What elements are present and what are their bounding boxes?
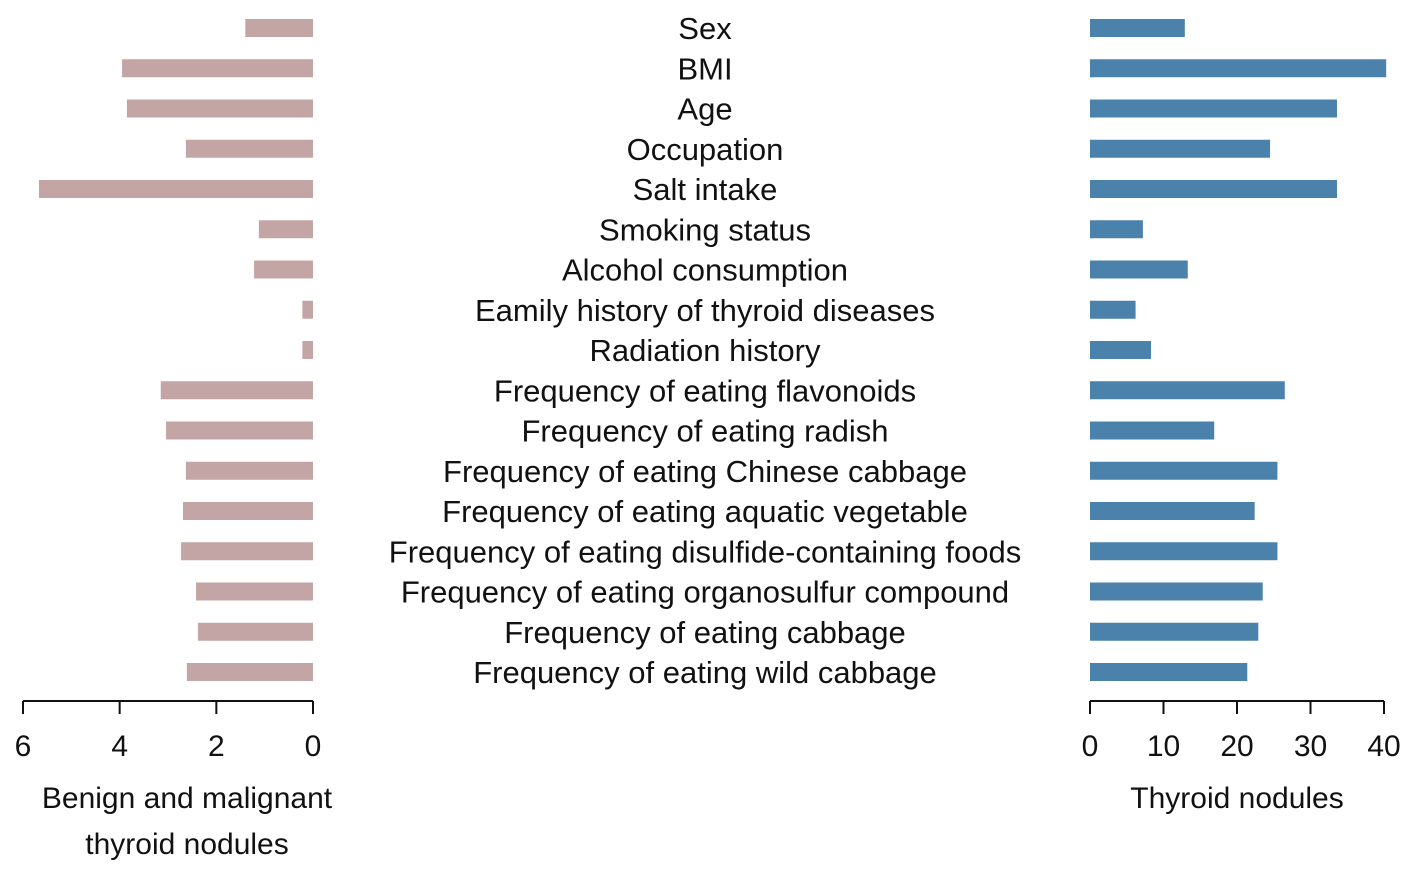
category-label-age: Age	[677, 92, 732, 127]
category-label-frequency-of-eating-radish: Frequency of eating radish	[521, 414, 888, 449]
benign-malignant-tick-label-2: 2	[208, 730, 225, 763]
category-label-frequency-of-eating-flavonoids: Frequency of eating flavonoids	[494, 373, 916, 408]
thyroid-nodules-bar-frequency-of-eating-radish	[1090, 421, 1215, 440]
thyroid-nodules-bar-age	[1090, 99, 1337, 118]
thyroid-nodules-bar-salt-intake	[1090, 180, 1337, 198]
benign-malignant-panel: 6 4 2 0 Benign and malignant thyroid nodules	[15, 19, 333, 861]
thyroid-nodules-tick-label-10: 10	[1147, 730, 1180, 763]
benign-malignant-bar-smoking-status	[258, 220, 313, 239]
benign-malignant-bar-frequency-of-eating-flavonoids	[160, 381, 313, 400]
category-labels: Sex BMI Age Occupation Salt intake Smoking st…	[389, 11, 1021, 690]
benign-malignant-bar-bmi	[122, 59, 313, 78]
benign-malignant-tick-label-0: 0	[305, 730, 322, 763]
thyroid-nodules-bar-frequency-of-eating-chinese-cabbage	[1090, 461, 1278, 480]
category-label-frequency-of-eating-chinese-cabbage: Frequency of eating Chinese cabbage	[443, 454, 967, 489]
thyroid-nodules-bar-smoking-status	[1090, 220, 1143, 239]
thyroid-nodules-bar-sex	[1090, 19, 1185, 37]
category-label-alcohol-consumption: Alcohol consumption	[562, 253, 848, 288]
benign-malignant-bar-radiation-history	[302, 341, 313, 359]
benign-malignant-axis-title-line-1: Benign and malignant	[42, 782, 333, 815]
category-label-frequency-of-eating-cabbage: Frequency of eating cabbage	[504, 615, 906, 650]
category-label-eamily-history-of-thyroid-diseases: Eamily history of thyroid diseases	[475, 293, 935, 328]
benign-malignant-bar-frequency-of-eating-wild-cabbage	[186, 663, 313, 681]
category-label-frequency-of-eating-organosulfur-compound: Frequency of eating organosulfur compoun…	[401, 575, 1009, 610]
thyroid-nodules-bar-frequency-of-eating-cabbage	[1090, 622, 1259, 641]
category-label-occupation: Occupation	[627, 132, 784, 167]
category-label-frequency-of-eating-wild-cabbage: Frequency of eating wild cabbage	[473, 655, 937, 690]
benign-malignant-bar-sex	[245, 19, 313, 37]
benign-malignant-bar-frequency-of-eating-cabbage	[197, 622, 313, 641]
benign-malignant-bar-salt-intake	[38, 180, 313, 198]
benign-malignant-axis-title-line-2: thyroid nodules	[85, 828, 288, 861]
thyroid-nodules-bar-occupation	[1090, 139, 1271, 158]
thyroid-nodules-bar-bmi	[1090, 59, 1387, 78]
category-label-frequency-of-eating-disulfide-containing-foods: Frequency of eating disulfide-containing…	[389, 534, 1021, 569]
thyroid-nodules-tick-label-30: 30	[1294, 730, 1327, 763]
benign-malignant-bar-frequency-of-eating-radish	[166, 421, 313, 440]
benign-malignant-bar-occupation	[185, 139, 313, 158]
thyroid-nodules-bar-frequency-of-eating-aquatic-vegetable	[1090, 502, 1255, 520]
category-label-radiation-history: Radiation history	[590, 333, 821, 368]
thyroid-nodules-bar-eamily-history-of-thyroid-diseases	[1090, 300, 1136, 319]
benign-malignant-bar-alcohol-consumption	[254, 260, 313, 279]
thyroid-nodules-bar-frequency-of-eating-flavonoids	[1090, 381, 1285, 400]
benign-malignant-bar-frequency-of-eating-disulfide-containing-foods	[181, 542, 313, 561]
benign-malignant-tick-label-6: 6	[15, 730, 32, 763]
thyroid-nodules-bar-frequency-of-eating-wild-cabbage	[1090, 663, 1248, 681]
thyroid-nodules-tick-label-20: 20	[1220, 730, 1253, 763]
category-label-sex: Sex	[678, 11, 732, 46]
category-label-salt-intake: Salt intake	[633, 172, 778, 207]
thyroid-nodules-bar-frequency-of-eating-organosulfur-compound	[1090, 582, 1263, 601]
thyroid-nodules-axis-title-line-1: Thyroid nodules	[1130, 782, 1343, 815]
benign-malignant-bar-age	[126, 99, 314, 118]
category-label-smoking-status: Smoking status	[599, 212, 811, 247]
thyroid-nodules-bar-frequency-of-eating-disulfide-containing-foods	[1090, 542, 1278, 561]
thyroid-nodules-bar-radiation-history	[1090, 341, 1152, 359]
benign-malignant-bar-eamily-history-of-thyroid-diseases	[302, 300, 313, 319]
thyroid-nodules-panel: 0 10 20 30 40 Thyroid nodules	[1082, 19, 1401, 815]
category-label-frequency-of-eating-aquatic-vegetable: Frequency of eating aquatic vegetable	[442, 494, 968, 529]
benign-malignant-bar-frequency-of-eating-organosulfur-compound	[196, 582, 313, 601]
thyroid-nodules-bar-alcohol-consumption	[1090, 260, 1188, 279]
thyroid-nodules-tick-label-0: 0	[1082, 730, 1099, 763]
benign-malignant-bar-frequency-of-eating-aquatic-vegetable	[182, 502, 313, 520]
benign-malignant-tick-label-4: 4	[111, 730, 128, 763]
benign-malignant-bar-frequency-of-eating-chinese-cabbage	[185, 461, 313, 480]
thyroid-nodules-tick-label-40: 40	[1367, 730, 1400, 763]
category-label-bmi: BMI	[677, 51, 732, 86]
